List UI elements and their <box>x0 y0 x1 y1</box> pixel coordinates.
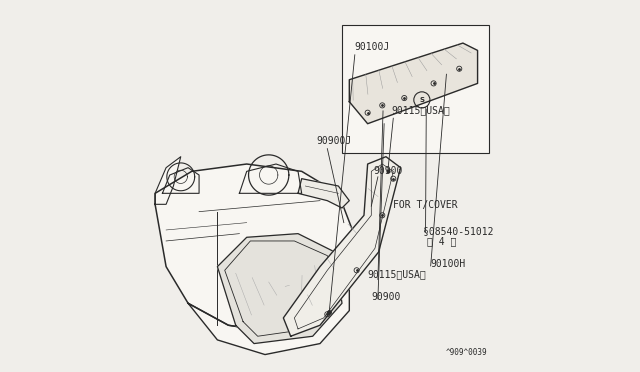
Text: §08540-51012: §08540-51012 <box>422 226 493 235</box>
Polygon shape <box>349 43 477 124</box>
Polygon shape <box>155 164 356 333</box>
Text: 〈 4 〉: 〈 4 〉 <box>428 236 457 246</box>
Text: 90100J: 90100J <box>355 42 390 52</box>
FancyBboxPatch shape <box>342 25 488 153</box>
Text: ^909^0039: ^909^0039 <box>446 347 488 357</box>
Text: 90900J: 90900J <box>316 136 351 146</box>
Text: 90115〈USA〉: 90115〈USA〉 <box>367 269 426 279</box>
Polygon shape <box>298 179 349 208</box>
Text: 90900: 90900 <box>373 166 403 176</box>
Polygon shape <box>218 234 342 344</box>
Polygon shape <box>188 289 349 355</box>
Text: 90900: 90900 <box>371 292 401 302</box>
Polygon shape <box>284 157 401 336</box>
Text: 90115〈USA〉: 90115〈USA〉 <box>392 105 450 115</box>
Text: FOR T/COVER: FOR T/COVER <box>394 200 458 210</box>
Text: 90100H: 90100H <box>430 259 465 269</box>
Text: S: S <box>419 97 424 103</box>
Polygon shape <box>155 157 180 204</box>
